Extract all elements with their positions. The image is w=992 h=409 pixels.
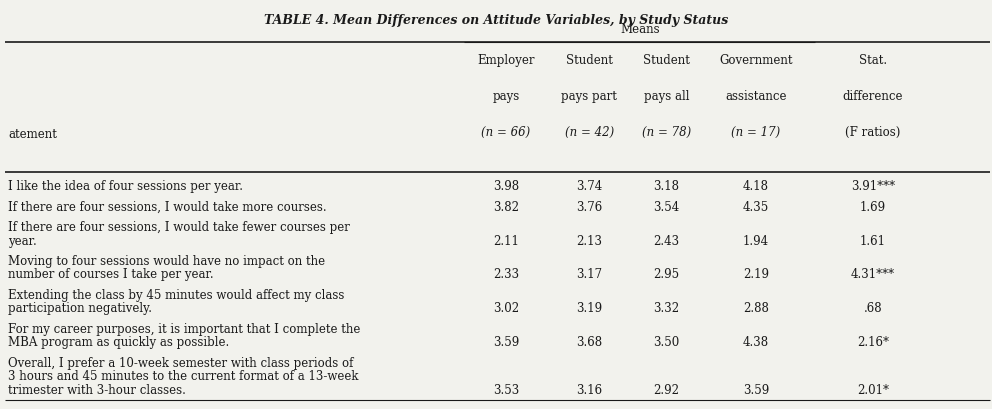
Text: (n = 66): (n = 66) bbox=[481, 126, 531, 139]
Text: difference: difference bbox=[843, 90, 903, 103]
Text: assistance: assistance bbox=[725, 90, 787, 103]
Text: 3.19: 3.19 bbox=[576, 302, 602, 315]
Text: (n = 78): (n = 78) bbox=[642, 126, 691, 139]
Text: 2.43: 2.43 bbox=[654, 234, 680, 247]
Text: 3.32: 3.32 bbox=[654, 302, 680, 315]
Text: Employer: Employer bbox=[477, 54, 535, 67]
Text: Means: Means bbox=[620, 23, 660, 36]
Text: 3 hours and 45 minutes to the current format of a 13-week: 3 hours and 45 minutes to the current fo… bbox=[8, 369, 358, 382]
Text: 2.16*: 2.16* bbox=[857, 335, 889, 348]
Text: 3.68: 3.68 bbox=[576, 335, 602, 348]
Text: 3.17: 3.17 bbox=[576, 268, 602, 281]
Text: 1.61: 1.61 bbox=[860, 234, 886, 247]
Text: Government: Government bbox=[719, 54, 793, 67]
Text: 1.69: 1.69 bbox=[860, 200, 886, 213]
Text: 2.33: 2.33 bbox=[493, 268, 519, 281]
Text: 2.13: 2.13 bbox=[576, 234, 602, 247]
Text: 4.38: 4.38 bbox=[743, 335, 769, 348]
Text: For my career purposes, it is important that I complete the: For my career purposes, it is important … bbox=[8, 322, 360, 335]
Text: 2.95: 2.95 bbox=[654, 268, 680, 281]
Text: 3.76: 3.76 bbox=[576, 200, 602, 213]
Text: .68: .68 bbox=[864, 302, 882, 315]
Text: 2.01*: 2.01* bbox=[857, 383, 889, 396]
Text: year.: year. bbox=[8, 234, 37, 247]
Text: Overall, I prefer a 10-week semester with class periods of: Overall, I prefer a 10-week semester wit… bbox=[8, 356, 353, 369]
Text: participation negatively.: participation negatively. bbox=[8, 302, 152, 315]
Text: 3.59: 3.59 bbox=[493, 335, 519, 348]
Text: I like the idea of four sessions per year.: I like the idea of four sessions per yea… bbox=[8, 180, 243, 193]
Text: 3.16: 3.16 bbox=[576, 383, 602, 396]
Text: 2.19: 2.19 bbox=[743, 268, 769, 281]
Text: 3.98: 3.98 bbox=[493, 180, 519, 193]
Text: If there are four sessions, I would take fewer courses per: If there are four sessions, I would take… bbox=[8, 221, 350, 234]
Text: If there are four sessions, I would take more courses.: If there are four sessions, I would take… bbox=[8, 200, 326, 213]
Text: Student: Student bbox=[643, 54, 690, 67]
Text: 3.02: 3.02 bbox=[493, 302, 519, 315]
Text: 3.82: 3.82 bbox=[493, 200, 519, 213]
Text: pays all: pays all bbox=[644, 90, 689, 103]
Text: 2.92: 2.92 bbox=[654, 383, 680, 396]
Text: Moving to four sessions would have no impact on the: Moving to four sessions would have no im… bbox=[8, 254, 325, 267]
Text: 4.35: 4.35 bbox=[743, 200, 769, 213]
Text: pays part: pays part bbox=[561, 90, 617, 103]
Text: (F ratios): (F ratios) bbox=[845, 126, 901, 139]
Text: number of courses I take per year.: number of courses I take per year. bbox=[8, 268, 213, 281]
Text: 2.88: 2.88 bbox=[743, 302, 769, 315]
Text: Extending the class by 45 minutes would affect my class: Extending the class by 45 minutes would … bbox=[8, 288, 344, 301]
Text: 3.54: 3.54 bbox=[654, 200, 680, 213]
Text: 3.74: 3.74 bbox=[576, 180, 602, 193]
Text: 4.18: 4.18 bbox=[743, 180, 769, 193]
Text: 3.53: 3.53 bbox=[493, 383, 519, 396]
Text: 3.18: 3.18 bbox=[654, 180, 680, 193]
Text: TABLE 4. Mean Differences on Attitude Variables, by Study Status: TABLE 4. Mean Differences on Attitude Va… bbox=[264, 14, 728, 27]
Text: atement: atement bbox=[8, 128, 57, 141]
Text: pays: pays bbox=[492, 90, 520, 103]
Text: trimester with 3-hour classes.: trimester with 3-hour classes. bbox=[8, 383, 186, 396]
Text: 3.59: 3.59 bbox=[743, 383, 769, 396]
Text: 3.50: 3.50 bbox=[654, 335, 680, 348]
Text: 4.31***: 4.31*** bbox=[851, 268, 895, 281]
Text: (n = 17): (n = 17) bbox=[731, 126, 781, 139]
Text: Student: Student bbox=[565, 54, 613, 67]
Text: 2.11: 2.11 bbox=[493, 234, 519, 247]
Text: 3.91***: 3.91*** bbox=[851, 180, 895, 193]
Text: (n = 42): (n = 42) bbox=[564, 126, 614, 139]
Text: MBA program as quickly as possible.: MBA program as quickly as possible. bbox=[8, 335, 229, 348]
Text: 1.94: 1.94 bbox=[743, 234, 769, 247]
Text: Stat.: Stat. bbox=[859, 54, 887, 67]
